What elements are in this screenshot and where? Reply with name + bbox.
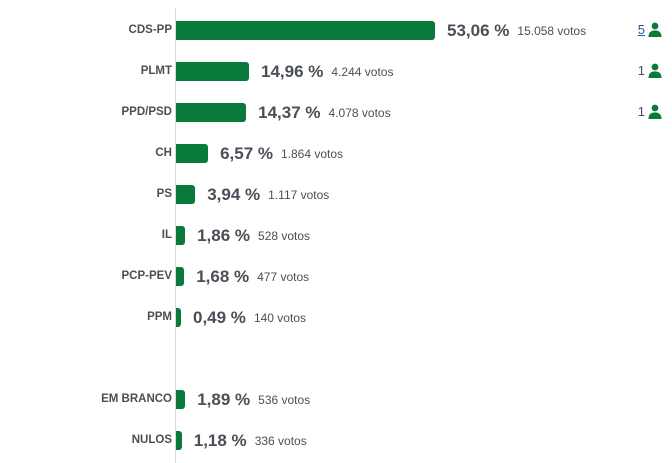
vote-bar [176, 431, 182, 450]
result-row: CH 6,57 % 1.864 votos [0, 143, 672, 165]
party-label: CDS-PP [128, 24, 172, 36]
percent-label: 14,37 % [258, 103, 321, 122]
result-row: EM BRANCO 1,89 % 536 votos [0, 389, 672, 411]
person-icon [648, 104, 662, 119]
percent-label: 1,68 % [196, 267, 250, 286]
vote-bar [176, 144, 209, 163]
percent-label: 1,89 % [197, 390, 251, 409]
vote-bar [176, 21, 435, 40]
party-label: PCP-PEV [121, 270, 173, 282]
votes-label: 1.864 votos [281, 147, 344, 161]
vote-bar [176, 185, 196, 204]
percent-label: 3,94 % [207, 185, 261, 204]
votes-label: 536 votos [258, 393, 311, 407]
value-group: 0,49 % 140 votos [193, 307, 306, 329]
votes-label: 4.244 votos [331, 65, 394, 79]
percent-label: 14,96 % [261, 62, 324, 81]
value-group: 6,57 % 1.864 votos [220, 143, 343, 165]
result-row: NULOS 1,18 % 336 votos [0, 430, 672, 452]
result-row: PLMT 14,96 % 4.244 votos 1 [0, 61, 672, 83]
percent-label: 1,86 % [197, 226, 251, 245]
votes-label: 140 votos [253, 311, 306, 325]
result-row: PPM 0,49 % 140 votos [0, 307, 672, 329]
value-group: 14,37 % 4.078 votos [258, 102, 390, 124]
vote-bar [176, 308, 181, 327]
seats-number: 1 [637, 63, 645, 78]
party-label: PPD/PSD [121, 106, 173, 118]
percent-label: 53,06 % [447, 21, 510, 40]
result-row: CDS-PP 53,06 % 15.058 votos 5 [0, 20, 672, 42]
person-icon [648, 22, 662, 37]
seats-count[interactable]: 5 [638, 22, 662, 37]
result-row: IL 1,86 % 528 votos [0, 225, 672, 247]
percent-label: 0,49 % [193, 308, 246, 327]
vote-bar [176, 267, 185, 286]
seats-count: 1 [638, 63, 662, 78]
vote-bar [176, 226, 186, 245]
seats-count: 1 [638, 104, 662, 119]
vote-bar [176, 62, 250, 81]
party-label: PLMT [140, 65, 172, 77]
result-row: PPD/PSD 14,37 % 4.078 votos 1 [0, 102, 672, 124]
value-group: 1,18 % 336 votos [194, 430, 307, 452]
votes-label: 1.117 votos [268, 188, 330, 202]
value-group: 1,68 % 477 votos [196, 266, 309, 288]
party-label: EM BRANCO [101, 393, 172, 405]
party-label: PS [156, 188, 172, 200]
axis-line [175, 8, 176, 463]
percent-label: 6,57 % [220, 144, 273, 163]
party-label: IL [161, 229, 172, 241]
value-group: 3,94 % 1.117 votos [207, 184, 329, 206]
vote-bar [176, 103, 247, 122]
value-group: 1,89 % 536 votos [197, 389, 310, 411]
vote-bar [176, 390, 186, 409]
votes-label: 477 votos [257, 270, 310, 284]
result-row: PCP-PEV 1,68 % 477 votos [0, 266, 672, 288]
party-label: NULOS [131, 434, 172, 446]
party-label: PPM [147, 311, 172, 323]
seats-link[interactable]: 5 [637, 22, 645, 37]
votes-label: 15.058 votos [517, 24, 587, 38]
value-group: 53,06 % 15.058 votos [447, 20, 586, 42]
votes-label: 4.078 votos [328, 106, 391, 120]
party-label: CH [155, 147, 172, 159]
seats-number: 1 [637, 104, 645, 119]
value-group: 1,86 % 528 votos [197, 225, 310, 247]
votes-label: 528 votos [258, 229, 311, 243]
result-row: PS 3,94 % 1.117 votos [0, 184, 672, 206]
percent-label: 1,18 % [193, 431, 247, 450]
person-icon [648, 63, 662, 78]
value-group: 14,96 % 4.244 votos [261, 61, 393, 83]
votes-label: 336 votos [254, 434, 307, 448]
